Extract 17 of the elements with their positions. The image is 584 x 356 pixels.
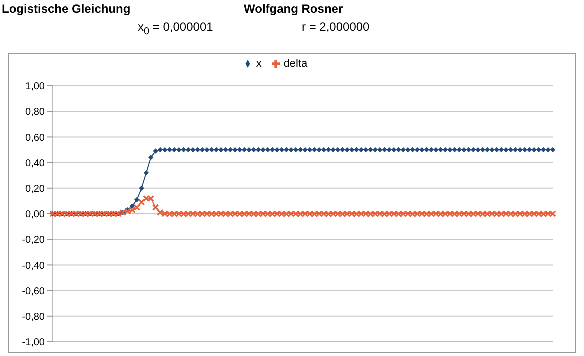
y-tick-label: -0,80: [22, 312, 46, 323]
y-tick-label: 0,00: [26, 210, 46, 221]
legend-label: delta: [284, 58, 308, 70]
text: x$_{0}$ = 0,000001: [138, 20, 214, 38]
legend-label: x: [256, 58, 262, 70]
y-tick-label: -0,20: [22, 235, 46, 246]
chart-title: Logistische Gleichung: [2, 2, 131, 16]
text: Wolfgang Rosner: [244, 2, 344, 16]
y-tick-label: 0,60: [26, 132, 46, 144]
y-tick-label: -1,00: [22, 338, 46, 349]
y-tick-label: 0,20: [26, 184, 46, 195]
y-tick-label: 1,00: [26, 82, 46, 93]
text: r = 2,000000: [302, 20, 370, 34]
y-tick-label: -0,40: [22, 260, 46, 272]
y-tick-label: 0,40: [26, 158, 46, 170]
y-tick-label: -0,60: [22, 286, 46, 298]
y-tick-label: 0,80: [26, 107, 46, 118]
